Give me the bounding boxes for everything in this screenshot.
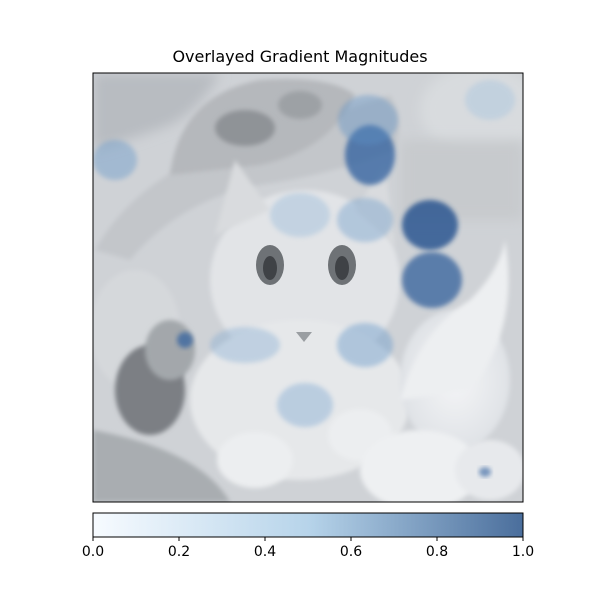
gradient-overlay [93, 80, 515, 477]
colorbar: 0.0 0.2 0.4 0.6 0.8 1.0 [82, 512, 534, 560]
background-photo [93, 73, 523, 502]
colorbar-tick-label: 1.0 [512, 544, 534, 560]
chart-title: Overlayed Gradient Magnitudes [172, 47, 428, 66]
colorbar-ticks: 0.0 0.2 0.4 0.6 0.8 1.0 [82, 537, 534, 560]
colorbar-frame [92, 512, 524, 538]
colorbar-tick-label: 0.8 [426, 544, 448, 560]
colorbar-gradient [93, 513, 523, 537]
plot-frame [92, 72, 524, 503]
colorbar-tick-label: 0.2 [168, 544, 190, 560]
colorbar-tick-label: 0.6 [340, 544, 362, 560]
colorbar-tick-label: 0.0 [82, 544, 104, 560]
colorbar-tick-label: 0.4 [254, 544, 276, 560]
